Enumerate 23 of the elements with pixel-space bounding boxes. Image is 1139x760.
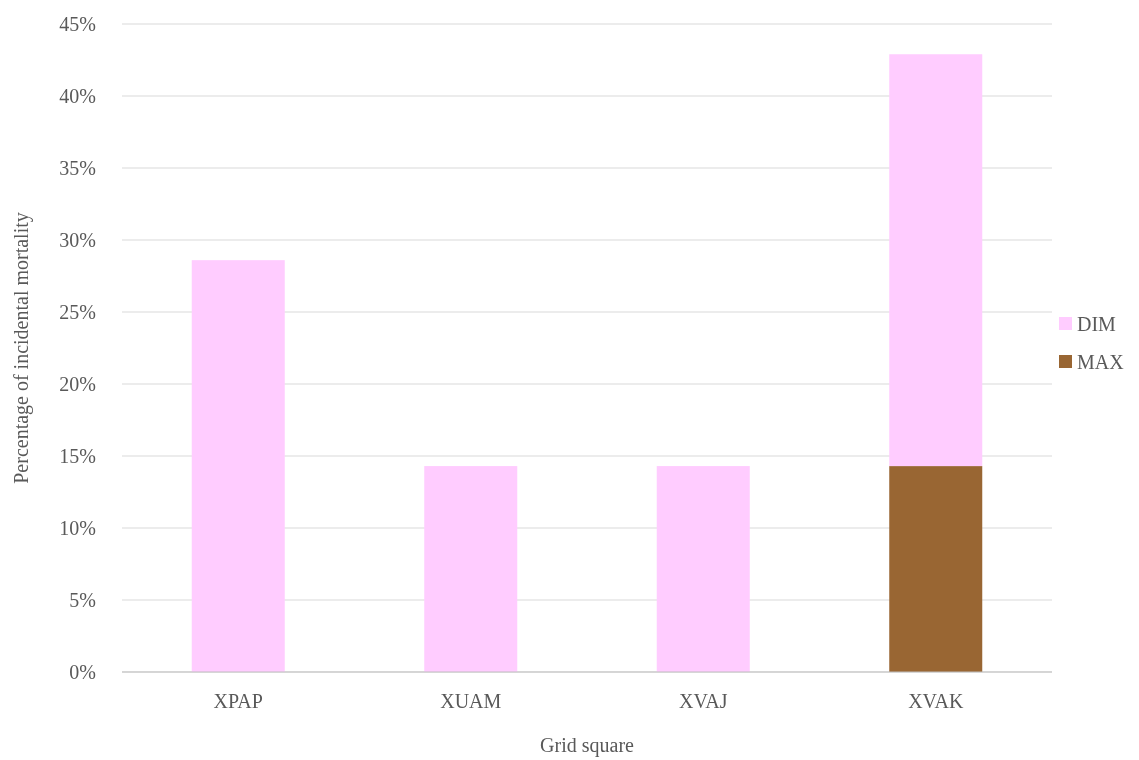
bar	[889, 466, 983, 672]
legend-label: MAX	[1077, 351, 1125, 373]
x-tick-label: XVAK	[908, 690, 964, 712]
y-tick-label: 15%	[59, 445, 96, 467]
x-tick-label: XPAP	[213, 690, 263, 712]
y-tick-label: 20%	[59, 373, 96, 395]
y-tick-label: 30%	[59, 229, 96, 251]
bar	[889, 54, 983, 467]
y-tick-label: 0%	[69, 661, 96, 683]
bar	[191, 260, 285, 672]
x-tick-label: XUAM	[440, 690, 502, 712]
y-axis-title: Percentage of incidental mortality	[10, 212, 33, 484]
bar	[424, 466, 518, 672]
y-tick-label: 25%	[59, 301, 96, 323]
y-tick-label: 35%	[59, 157, 96, 179]
y-tick-label: 45%	[59, 13, 96, 35]
y-tick-label: 40%	[59, 85, 96, 107]
x-axis-title: Grid square	[540, 734, 635, 757]
y-tick-label: 10%	[59, 517, 96, 539]
legend-label: DIM	[1077, 313, 1117, 335]
x-tick-label: XVAJ	[678, 690, 728, 712]
bar	[656, 466, 750, 672]
y-tick-label: 5%	[69, 589, 96, 611]
